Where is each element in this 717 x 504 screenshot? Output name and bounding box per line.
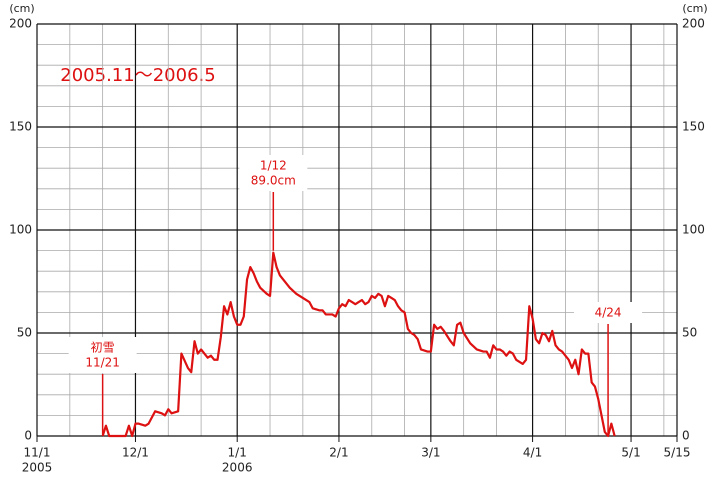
y2-tick-label: 150	[682, 120, 705, 134]
x-tick-label: 3/1	[421, 446, 440, 460]
x-tick-label: 5/15	[664, 446, 691, 460]
y-unit: (cm)	[9, 2, 34, 15]
title-box	[50, 58, 226, 92]
x-tick-label: 11/1	[24, 446, 51, 460]
annotation-text: 89.0cm	[251, 174, 296, 188]
x-tick-label: 5/1	[621, 446, 640, 460]
y2-tick-label: 0	[682, 429, 690, 443]
annotation-box	[574, 302, 643, 323]
y2-tick-label: 200	[682, 17, 705, 31]
annotation-text: 4/24	[595, 306, 622, 320]
x-year-label: 2005	[22, 461, 53, 475]
y-tick-label: 150	[9, 120, 32, 134]
y-tick-label: 200	[9, 17, 32, 31]
annotation-box	[239, 155, 308, 191]
annotation-box	[68, 337, 137, 373]
y-tick-label: 0	[24, 429, 32, 443]
x-tick-label: 4/1	[523, 446, 542, 460]
y2-unit: (cm)	[682, 2, 707, 15]
y2-tick-label: 50	[682, 326, 697, 340]
y-tick-label: 50	[17, 326, 32, 340]
x-tick-label: 1/1	[228, 446, 247, 460]
chart-title: 2005.11～2006.5	[60, 65, 215, 86]
annotation-text: 1/12	[260, 159, 287, 173]
x-year-label: 2006	[222, 461, 253, 475]
snow-depth-line	[101, 251, 616, 438]
x-tick-label: 12/1	[122, 446, 149, 460]
y2-tick-label: 100	[682, 223, 705, 237]
annotation-text: 初雪	[91, 341, 115, 355]
annotation-text: 11/21	[85, 356, 120, 370]
x-tick-label: 2/1	[329, 446, 348, 460]
y-tick-label: 100	[9, 223, 32, 237]
